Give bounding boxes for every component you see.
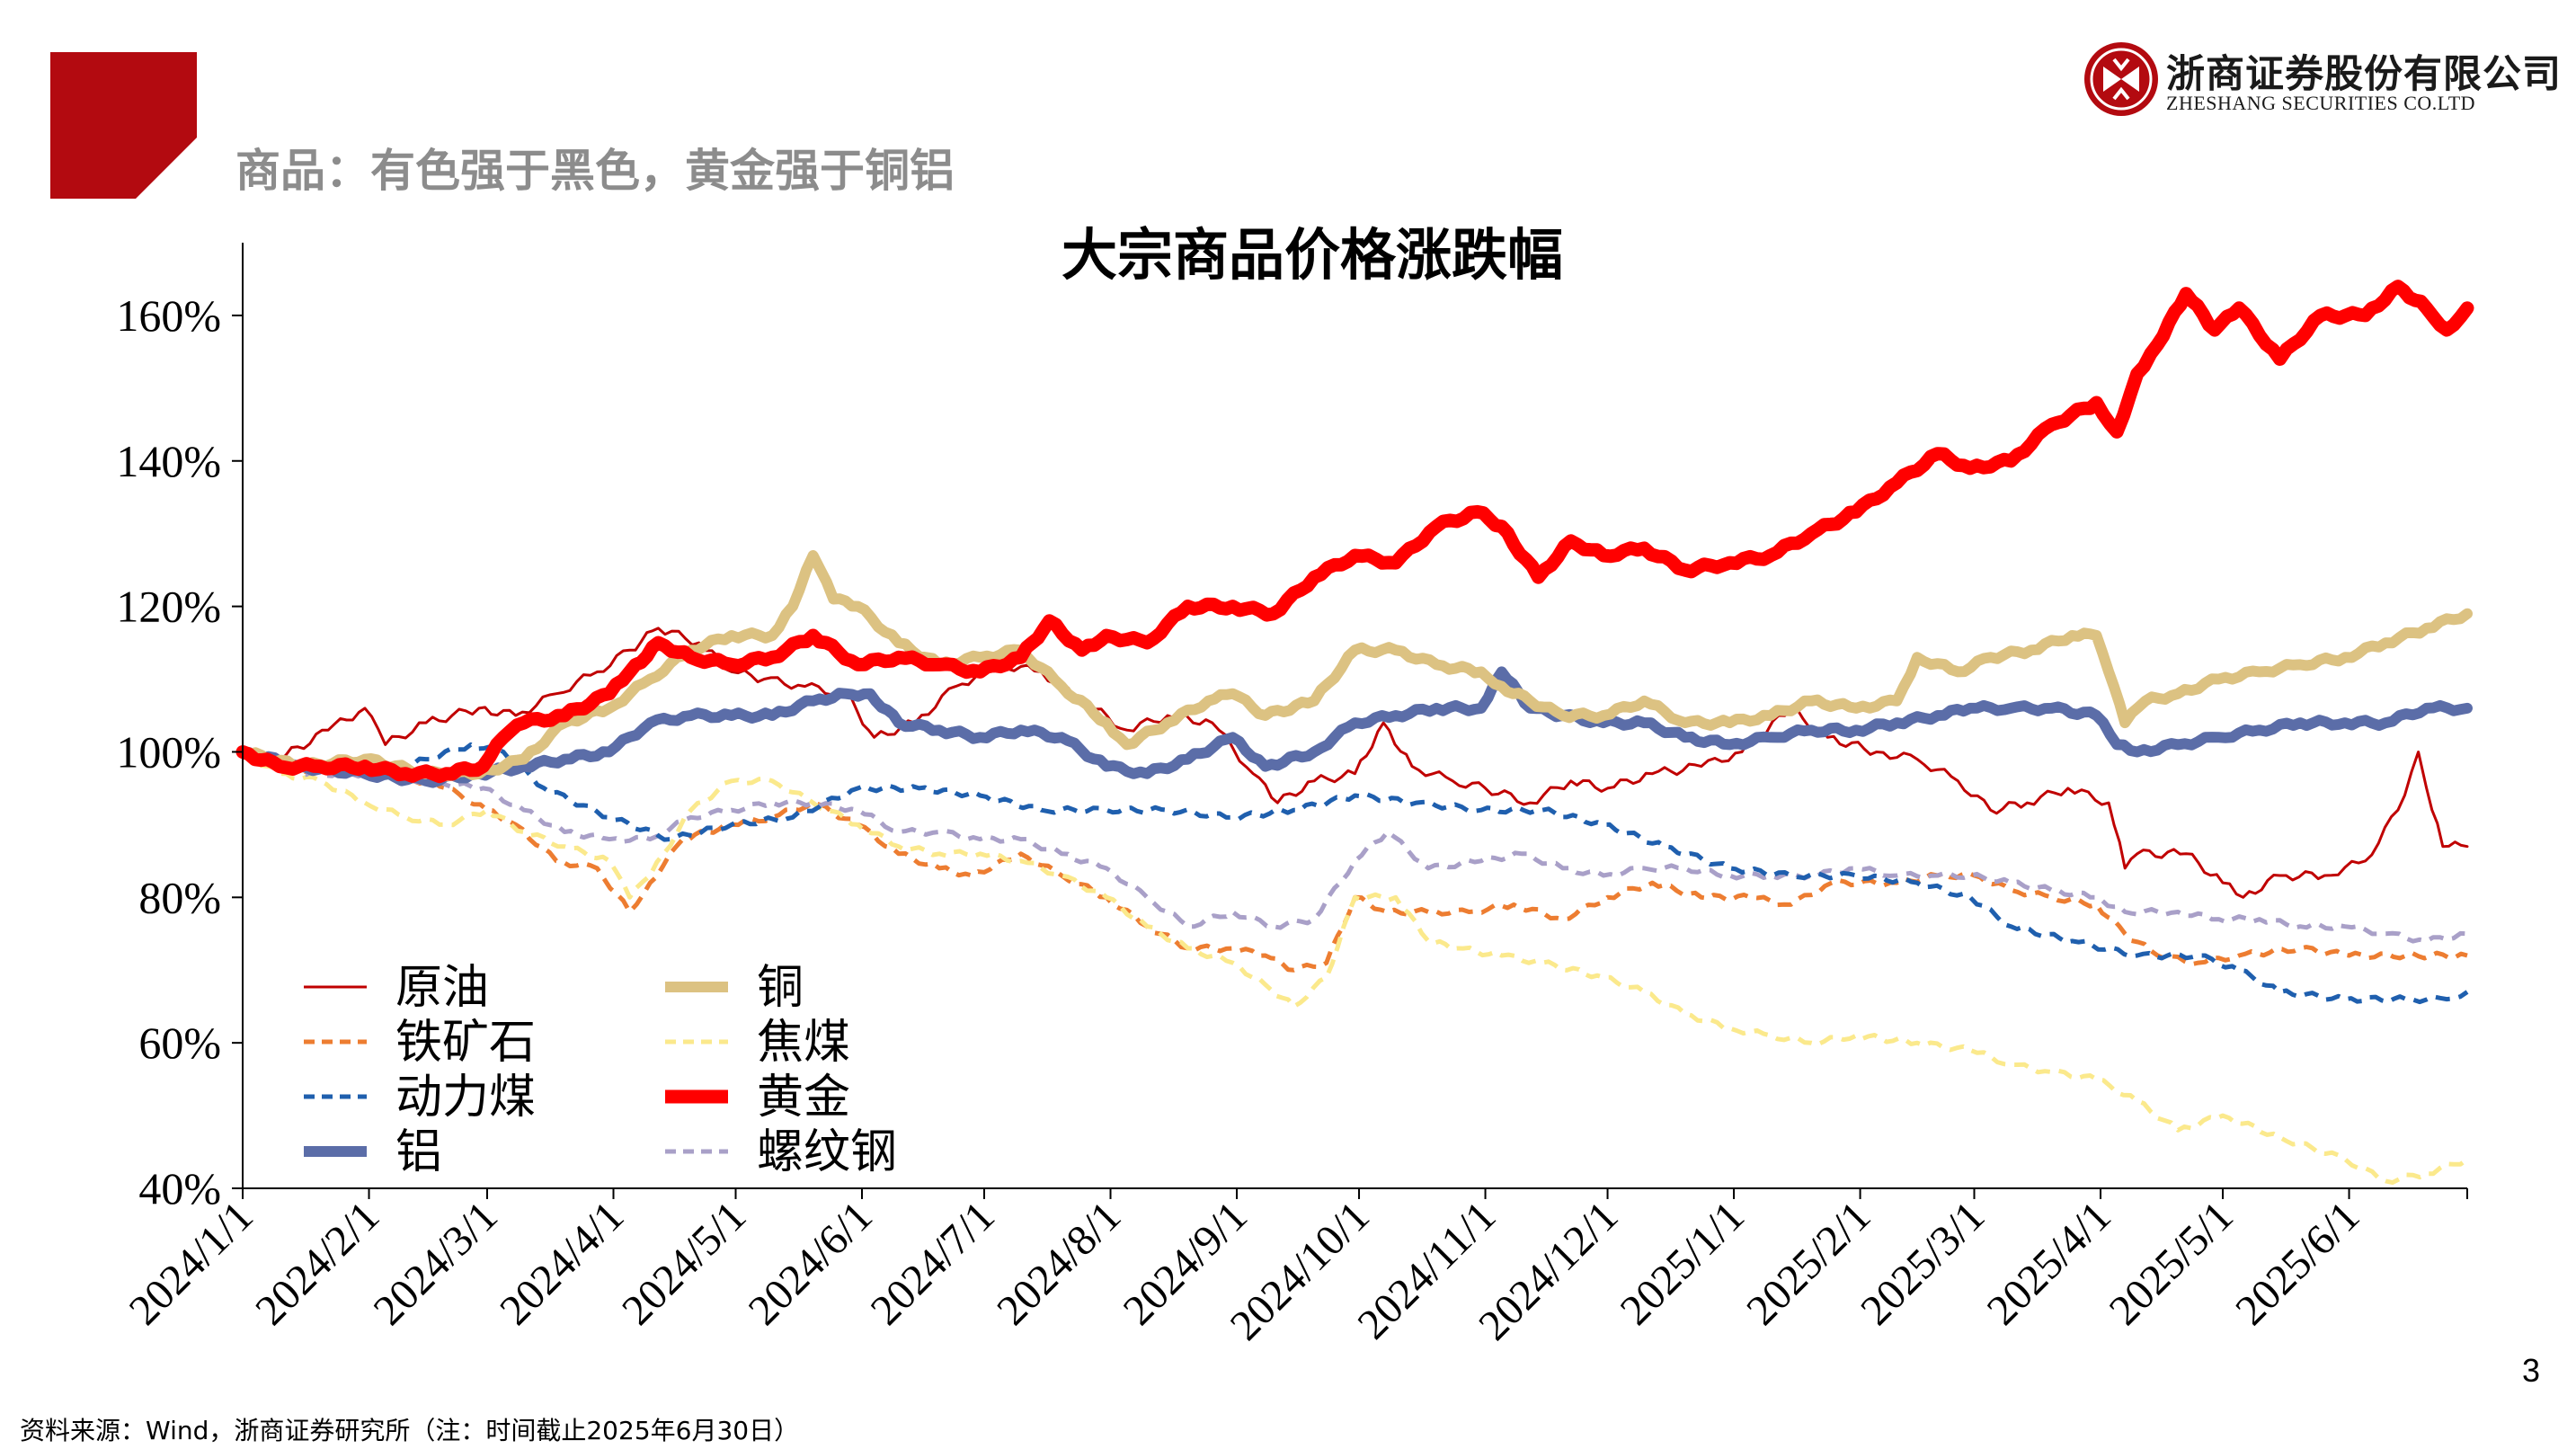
x-tick-label: 2024/2/1 bbox=[246, 1192, 388, 1334]
logo-emblem-icon bbox=[2084, 42, 2158, 116]
y-tick-label: 60% bbox=[138, 1018, 221, 1068]
logo-company-name-cn: 浙商证券股份有限公司 bbox=[2166, 52, 2562, 97]
y-tick-label: 140% bbox=[116, 436, 221, 486]
page-number: 3 bbox=[2522, 1352, 2541, 1389]
x-tick-label: 2025/1/1 bbox=[1612, 1192, 1754, 1334]
y-tick-label: 120% bbox=[116, 582, 221, 632]
company-logo: 浙商证券股份有限公司 ZHESHANG SECURITIES CO.LTD bbox=[2083, 40, 2561, 120]
y-tick-label: 40% bbox=[138, 1163, 221, 1213]
series-line-原油 bbox=[241, 627, 2469, 899]
axes-layer: 40% 60% 80% 100% 120% 140% 160% 2024/1/12024/2/… bbox=[116, 243, 2468, 1349]
y-tick-label: 100% bbox=[116, 726, 221, 777]
slide-title: 商品：有色强于黑色，黄金强于铜铝 bbox=[235, 145, 955, 197]
series-line-螺纹钢 bbox=[241, 750, 2468, 944]
x-tick-label: 2025/5/1 bbox=[2101, 1192, 2243, 1334]
series-line-铝 bbox=[237, 666, 2473, 788]
header-corner-block bbox=[50, 52, 197, 199]
series-line-铜 bbox=[237, 550, 2473, 782]
legend-label-铝: 铝 bbox=[395, 1125, 442, 1179]
series-line-黄金 bbox=[235, 280, 2474, 784]
x-tick-label: 2024/5/1 bbox=[613, 1192, 755, 1334]
legend-label-螺纹钢: 螺纹钢 bbox=[757, 1125, 897, 1179]
x-tick-label: 2024/4/1 bbox=[491, 1192, 633, 1334]
legend-label-黄金: 黄金 bbox=[757, 1071, 850, 1125]
x-tick-label: 2024/3/1 bbox=[365, 1192, 507, 1334]
legend-label-原油: 原油 bbox=[395, 961, 489, 1015]
x-tick-label: 2025/6/1 bbox=[2226, 1192, 2368, 1334]
y-tick-label: 160% bbox=[116, 290, 221, 341]
x-tick-label: 2025/2/1 bbox=[1737, 1192, 1879, 1334]
legend-label-铜: 铜 bbox=[757, 961, 804, 1015]
series-line-动力煤 bbox=[242, 742, 2469, 1005]
x-tick-label: 2024/6/1 bbox=[740, 1192, 882, 1334]
x-tick-label: 2025/4/1 bbox=[1978, 1192, 2120, 1334]
chart-title: 大宗商品价格涨跌幅 bbox=[1061, 222, 1563, 288]
logo-company-name-en: ZHESHANG SECURITIES CO.LTD bbox=[2166, 92, 2476, 114]
series-line-铁矿石 bbox=[241, 750, 2468, 973]
x-tick-label: 2024/1/1 bbox=[120, 1192, 262, 1334]
source-note: 资料来源：Wind，浙商证券研究所（注：时间截止2025年6月30日） bbox=[20, 1416, 800, 1445]
x-tick-label: 2024/7/1 bbox=[862, 1192, 1004, 1334]
x-tick-label: 2025/3/1 bbox=[1852, 1192, 1994, 1334]
legend-label-焦煤: 焦煤 bbox=[757, 1016, 850, 1070]
series-layer bbox=[235, 280, 2474, 1186]
legend-label-动力煤: 动力煤 bbox=[395, 1071, 536, 1125]
series-line-焦煤 bbox=[242, 750, 2469, 1186]
y-tick-label: 80% bbox=[138, 872, 221, 922]
x-tick-label: 2024/8/1 bbox=[988, 1192, 1130, 1334]
legend-label-铁矿石: 铁矿石 bbox=[395, 1016, 536, 1070]
